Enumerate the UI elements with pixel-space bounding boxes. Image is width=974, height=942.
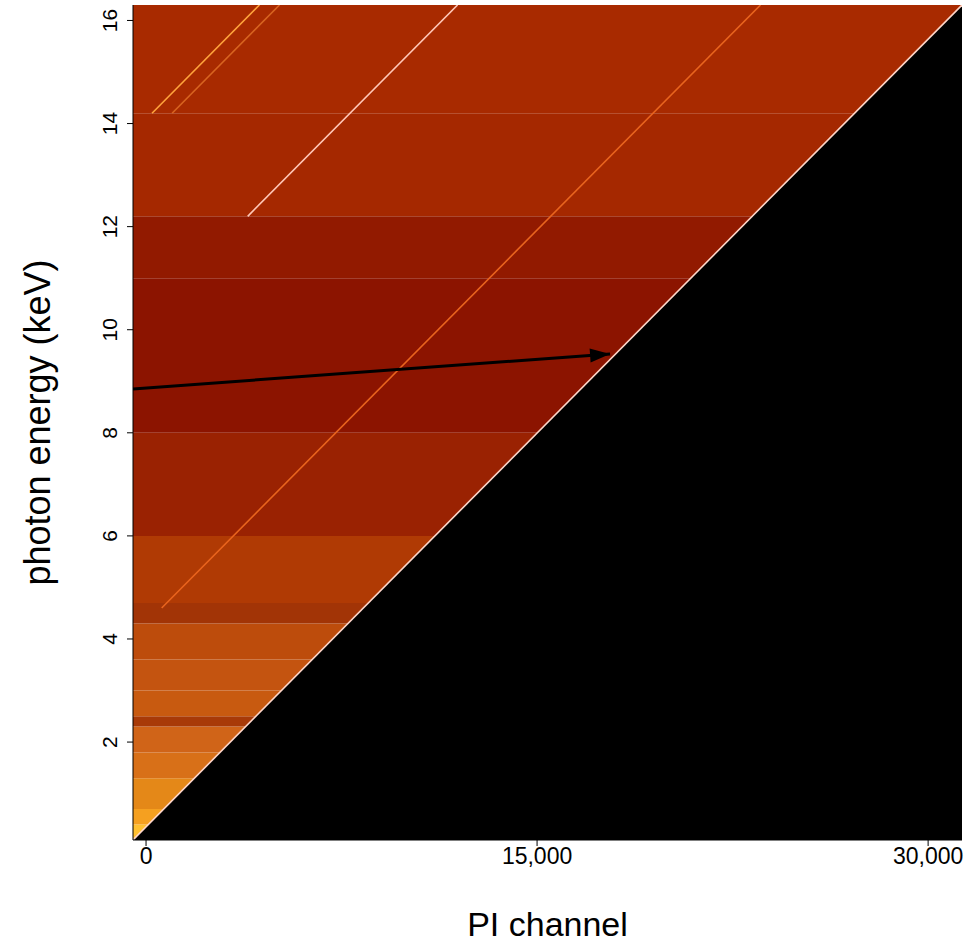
svg-text:photon energy (keV): photon energy (keV) [17,259,58,585]
svg-text:8: 8 [98,427,121,439]
svg-text:6: 6 [98,530,121,542]
svg-text:30,000: 30,000 [893,843,963,869]
svg-text:PI channel: PI channel [467,905,628,942]
svg-text:4: 4 [98,633,121,645]
svg-text:16: 16 [98,9,121,32]
svg-text:12: 12 [98,215,121,238]
svg-text:10: 10 [98,318,121,341]
svg-text:15,000: 15,000 [502,843,572,869]
svg-text:14: 14 [98,112,121,136]
svg-text:2: 2 [98,736,121,748]
svg-text:0: 0 [140,843,153,869]
